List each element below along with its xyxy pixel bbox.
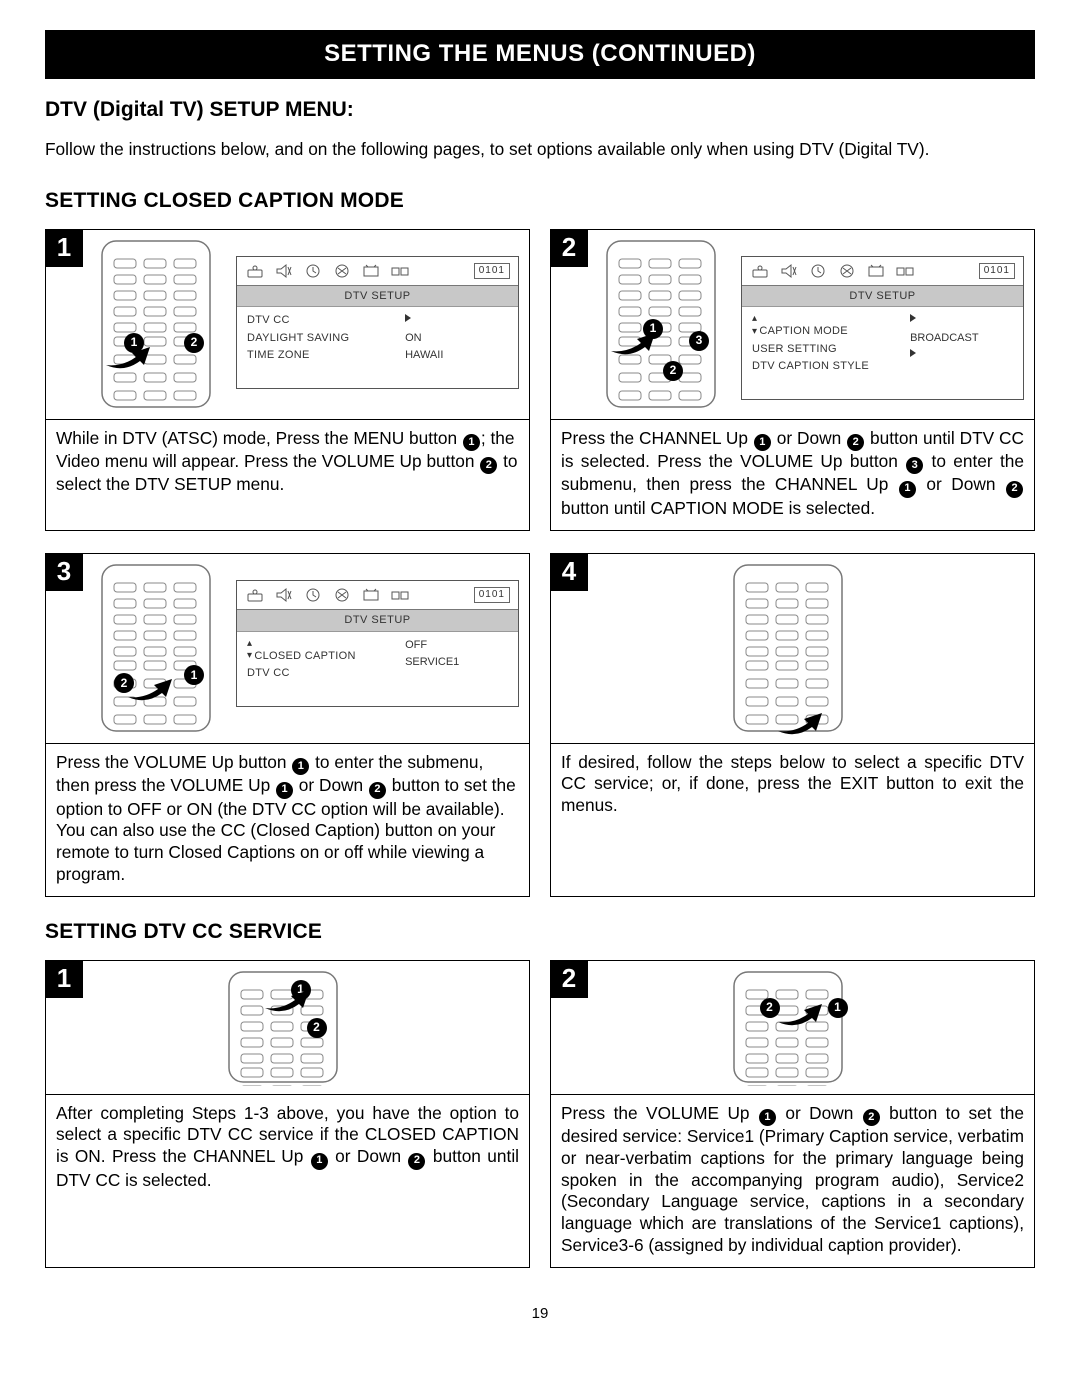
osd-labels: ▴▾CAPTION MODEUSER SETTINGDTV CAPTION ST… — [752, 313, 896, 373]
callout-marker: 2 — [1006, 481, 1023, 498]
osd-labels: ▴▾CLOSED CAPTIONDTV CC — [247, 638, 391, 681]
step-illustration: 21 0101 DTV SETUP ▴▾CLOSED CAPTIONDTV CC… — [46, 554, 529, 744]
callout-marker: 1 — [463, 434, 480, 451]
callout-marker: 1 — [759, 1109, 776, 1126]
callout-marker: 2 — [863, 1109, 880, 1126]
section-title: DTV (Digital TV) SETUP MENU: — [45, 97, 1035, 124]
osd-panel: 0101 DTV SETUP ▴▾CLOSED CAPTIONDTV CC OF… — [236, 580, 519, 708]
page-banner: SETTING THE MENUS (CONTINUED) — [45, 30, 1035, 79]
step-row: 3 21 0101 DTV SETUP ▴▾CLOSED CAPTIONDTV … — [45, 553, 1035, 897]
step-caption: Press the VOLUME Up 1 or Down 2 button t… — [551, 1095, 1034, 1267]
callout-marker: 3 — [906, 457, 923, 474]
step-cell: 1 12 0101 DTV SETUP DTV CCDAYLIGHT SAVIN… — [45, 229, 530, 531]
osd-tab: DTV SETUP — [237, 286, 518, 307]
intro-text: Follow the instructions below, and on th… — [45, 138, 1035, 160]
step-caption: If desired, follow the steps below to se… — [551, 744, 1034, 827]
osd-panel: 0101 DTV SETUP DTV CCDAYLIGHT SAVINGTIME… — [236, 256, 519, 389]
pointer-arrow-icon — [263, 986, 311, 1012]
osd-icon-row: 0101 — [237, 257, 518, 287]
step-caption: While in DTV (ATSC) mode, Press the MENU… — [46, 420, 529, 507]
callout-marker: 2 — [369, 782, 386, 799]
remote-illustration — [728, 561, 858, 735]
callout-badge: 1 — [828, 998, 848, 1018]
callout-marker: 1 — [899, 481, 916, 498]
callout-badge: 2 — [184, 333, 204, 353]
osd-icon-row: 0101 — [237, 581, 518, 611]
step-illustration — [551, 554, 1034, 744]
step-row: 1 12 After completing Steps 1-3 above, y… — [45, 960, 1035, 1268]
step-number: 1 — [45, 229, 83, 267]
step-cell: 2 132 0101 DTV SETUP ▴▾CAPTION MODEUSER … — [550, 229, 1035, 531]
step-illustration: 132 0101 DTV SETUP ▴▾CAPTION MODEUSER SE… — [551, 230, 1034, 420]
step-cell: 4 If desired, follow the steps below to … — [550, 553, 1035, 897]
step-cell: 1 12 After completing Steps 1-3 above, y… — [45, 960, 530, 1268]
step-row: 1 12 0101 DTV SETUP DTV CCDAYLIGHT SAVIN… — [45, 229, 1035, 531]
step-number: 3 — [45, 553, 83, 591]
callout-marker: 2 — [408, 1153, 425, 1170]
callout-badge: 2 — [663, 361, 683, 381]
pointer-arrow-icon — [104, 343, 152, 369]
callout-marker: 1 — [292, 758, 309, 775]
step-number: 1 — [45, 960, 83, 998]
osd-tab: DTV SETUP — [742, 286, 1023, 307]
callout-marker: 1 — [311, 1153, 328, 1170]
subsection-title-1: SETTING CLOSED CAPTION MODE — [45, 188, 1035, 215]
callout-marker: 1 — [276, 782, 293, 799]
step-number: 2 — [550, 229, 588, 267]
callout-badge: 3 — [689, 331, 709, 351]
osd-code: 0101 — [979, 263, 1015, 280]
step-caption: After completing Steps 1-3 above, you ha… — [46, 1095, 529, 1202]
pointer-arrow-icon — [126, 675, 174, 701]
callout-marker: 1 — [754, 434, 771, 451]
osd-values: OFFSERVICE1 — [405, 638, 508, 681]
osd-labels: DTV CCDAYLIGHT SAVINGTIME ZONE — [247, 313, 391, 361]
step-cell: 3 21 0101 DTV SETUP ▴▾CLOSED CAPTIONDTV … — [45, 553, 530, 897]
osd-code: 0101 — [474, 263, 510, 280]
osd-tab: DTV SETUP — [237, 610, 518, 631]
osd-values: ONHAWAII — [405, 313, 508, 361]
step-cell: 2 21 Press the VOLUME Up 1 or Down 2 but… — [550, 960, 1035, 1268]
remote-illustration: 132 — [601, 237, 731, 411]
remote-illustration: 12 — [96, 237, 226, 411]
remote-illustration: 12 — [223, 968, 353, 1086]
step-caption: Press the VOLUME Up button 1 to enter th… — [46, 744, 529, 896]
pointer-arrow-icon — [609, 329, 657, 355]
osd-code: 0101 — [474, 587, 510, 604]
callout-marker: 2 — [480, 457, 497, 474]
step-caption: Press the CHANNEL Up 1 or Down 2 button … — [551, 420, 1034, 530]
step-illustration: 21 — [551, 961, 1034, 1095]
callout-badge: 2 — [307, 1018, 327, 1038]
remote-illustration: 21 — [728, 968, 858, 1086]
step-illustration: 12 — [46, 961, 529, 1095]
step-illustration: 12 0101 DTV SETUP DTV CCDAYLIGHT SAVINGT… — [46, 230, 529, 420]
osd-values: BROADCAST — [910, 313, 1013, 373]
page-number: 19 — [45, 1304, 1035, 1323]
pointer-arrow-icon — [776, 1000, 824, 1026]
osd-panel: 0101 DTV SETUP ▴▾CAPTION MODEUSER SETTIN… — [741, 256, 1024, 401]
step-number: 2 — [550, 960, 588, 998]
remote-illustration: 21 — [96, 561, 226, 735]
pointer-arrow-icon — [776, 709, 824, 735]
step-number: 4 — [550, 553, 588, 591]
subsection-title-2: SETTING DTV CC SERVICE — [45, 919, 1035, 946]
callout-marker: 2 — [847, 434, 864, 451]
osd-icon-row: 0101 — [742, 257, 1023, 287]
